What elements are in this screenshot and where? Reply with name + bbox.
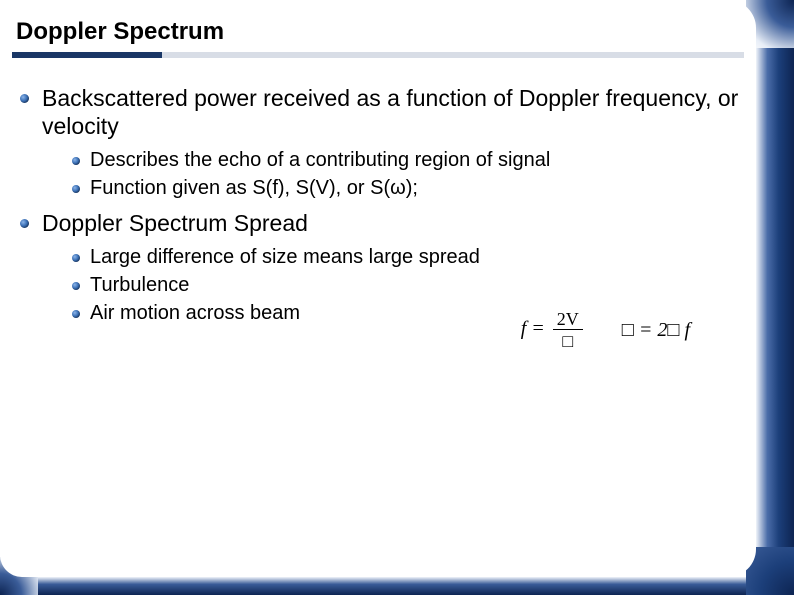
slide-title: Doppler Spectrum (14, 18, 742, 46)
sub-list: Describes the echo of a contributing reg… (42, 148, 742, 201)
sub-item: Describes the echo of a contributing reg… (84, 148, 742, 174)
slide-content: Doppler Spectrum Backscattered power rec… (0, 0, 756, 577)
fraction-denominator: □ (562, 330, 573, 350)
fraction-numerator: 2V (553, 310, 583, 330)
title-underline (12, 52, 744, 58)
bullet-item: Backscattered power received as a functi… (34, 84, 742, 201)
fraction-icon: 2V □ (553, 310, 583, 350)
bullet-text: Doppler Spectrum Spread (42, 210, 308, 236)
border-right (756, 0, 794, 595)
formula-omega: □ = 2□ f (622, 319, 690, 342)
sub-item: Function given as S(f), S(V), or S(ω); (84, 176, 742, 202)
sub-item: Large difference of size means large spr… (84, 245, 742, 271)
formula-block: f = 2V □ □ = 2□ f (521, 310, 690, 350)
formula-f: f = 2V □ (521, 310, 586, 350)
bullet-text: Backscattered power received as a functi… (42, 85, 738, 139)
bullet-item: Doppler Spectrum Spread Large difference… (34, 209, 742, 326)
formula-f-lhs: f = (521, 318, 545, 340)
border-bottom (0, 577, 794, 595)
bullet-list: Backscattered power received as a functi… (14, 84, 742, 326)
sub-item: Turbulence (84, 273, 742, 299)
